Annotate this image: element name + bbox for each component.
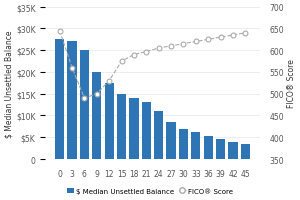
- Y-axis label: FICO® Score: FICO® Score: [287, 59, 296, 108]
- Bar: [129, 99, 139, 159]
- Bar: [117, 94, 126, 159]
- Bar: [191, 132, 200, 159]
- Y-axis label: $ Median Unsettled Balance: $ Median Unsettled Balance: [4, 30, 13, 137]
- Bar: [142, 103, 151, 159]
- Bar: [241, 144, 250, 159]
- Bar: [104, 83, 114, 159]
- Bar: [204, 137, 213, 159]
- Bar: [154, 112, 163, 159]
- Legend: $ Median Unsettled Balance, FICO® Score: $ Median Unsettled Balance, FICO® Score: [64, 185, 236, 197]
- Bar: [68, 42, 77, 159]
- Bar: [167, 122, 176, 159]
- Bar: [216, 140, 225, 159]
- Bar: [55, 40, 64, 159]
- Bar: [228, 142, 238, 159]
- Bar: [92, 73, 101, 159]
- Bar: [80, 51, 89, 159]
- Bar: [179, 129, 188, 159]
